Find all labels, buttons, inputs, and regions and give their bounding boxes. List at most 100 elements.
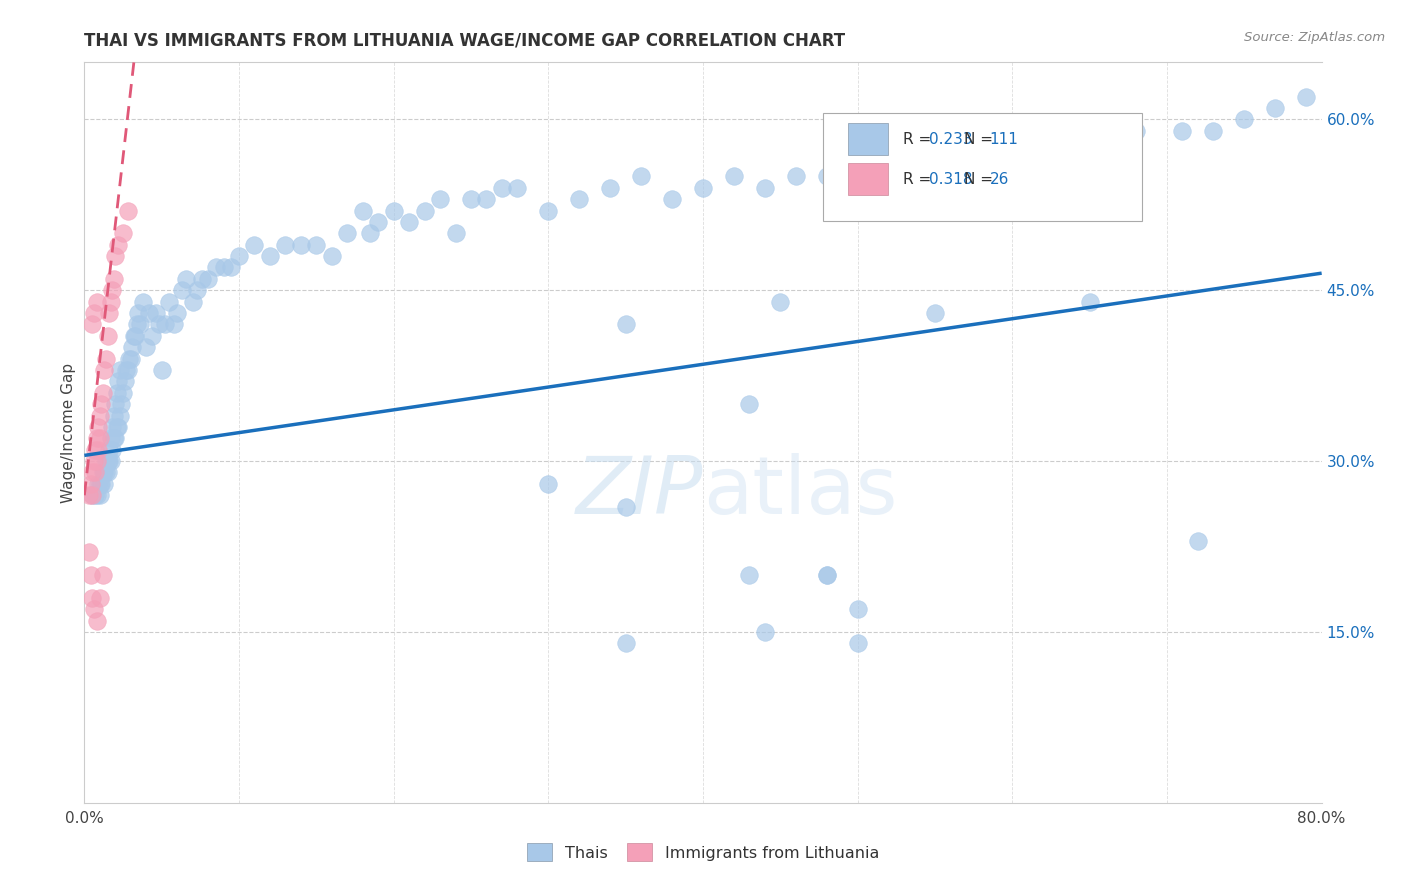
Point <box>101 442 124 457</box>
Point <box>105 385 128 400</box>
Point <box>83 306 105 320</box>
Point <box>117 363 139 377</box>
Point <box>108 409 131 423</box>
Point <box>1078 294 1101 309</box>
Point <box>506 180 529 194</box>
Text: 0.233: 0.233 <box>929 132 973 147</box>
Text: 111: 111 <box>990 132 1018 147</box>
Point <box>91 385 114 400</box>
Point <box>444 227 467 241</box>
Point <box>166 306 188 320</box>
Point <box>1233 112 1256 127</box>
Point <box>939 146 962 161</box>
Point <box>754 180 776 194</box>
Point <box>129 318 152 332</box>
Point <box>1078 135 1101 149</box>
Point <box>141 328 163 343</box>
Point <box>212 260 235 275</box>
Point <box>197 272 219 286</box>
Point <box>491 180 513 194</box>
Point <box>924 306 946 320</box>
Point <box>398 215 420 229</box>
Point <box>815 169 838 184</box>
Point <box>94 454 117 468</box>
Text: R =: R = <box>903 171 936 186</box>
Point <box>89 488 111 502</box>
Point <box>103 272 125 286</box>
Point <box>82 488 104 502</box>
Point <box>104 397 127 411</box>
Point <box>170 283 193 297</box>
Text: N =: N = <box>963 132 998 147</box>
Point <box>290 237 312 252</box>
Point <box>336 227 359 241</box>
Point <box>305 237 328 252</box>
Point <box>1187 533 1209 548</box>
Point <box>117 203 139 218</box>
Text: ZIP: ZIP <box>575 453 703 531</box>
Point <box>93 363 115 377</box>
Point <box>101 420 124 434</box>
Point <box>769 294 792 309</box>
Point <box>145 306 167 320</box>
Point <box>413 203 436 218</box>
Point <box>186 283 208 297</box>
Point <box>107 237 129 252</box>
Point <box>84 442 107 457</box>
Point <box>79 568 101 582</box>
Point <box>86 614 108 628</box>
Point <box>1264 101 1286 115</box>
Point <box>537 203 560 218</box>
Point <box>100 454 122 468</box>
Point <box>82 318 104 332</box>
Point <box>90 397 112 411</box>
Text: N =: N = <box>963 171 998 186</box>
Point <box>815 568 838 582</box>
Point <box>367 215 389 229</box>
Point <box>176 272 198 286</box>
Point <box>79 476 101 491</box>
Point <box>163 318 186 332</box>
Point <box>1295 89 1317 103</box>
Point <box>89 591 111 605</box>
Point <box>91 568 114 582</box>
Point <box>692 180 714 194</box>
Point <box>84 488 107 502</box>
Point <box>846 158 869 172</box>
Point <box>87 476 110 491</box>
Point <box>568 192 591 206</box>
Point <box>1032 135 1054 149</box>
Point <box>104 249 127 263</box>
Point <box>661 192 683 206</box>
Point <box>150 363 173 377</box>
Point <box>120 351 142 366</box>
Point <box>98 306 121 320</box>
Point <box>86 294 108 309</box>
Point <box>118 351 141 366</box>
Point <box>105 420 128 434</box>
Point <box>100 431 122 445</box>
Point <box>599 180 621 194</box>
Point <box>429 192 451 206</box>
Point <box>382 203 405 218</box>
Text: R =: R = <box>903 132 936 147</box>
Point <box>132 294 155 309</box>
Point <box>614 500 637 514</box>
Point <box>93 466 115 480</box>
Point <box>360 227 382 241</box>
Point <box>90 476 112 491</box>
Point <box>181 294 204 309</box>
Point <box>614 636 637 650</box>
Point <box>153 318 176 332</box>
Point <box>103 409 125 423</box>
Point <box>91 466 114 480</box>
Point <box>228 249 250 263</box>
Point <box>630 169 652 184</box>
Point <box>87 442 110 457</box>
Text: Source: ZipAtlas.com: Source: ZipAtlas.com <box>1244 31 1385 45</box>
Point <box>148 318 170 332</box>
Point <box>846 602 869 616</box>
Point <box>243 237 266 252</box>
Point <box>321 249 343 263</box>
Point <box>94 351 117 366</box>
